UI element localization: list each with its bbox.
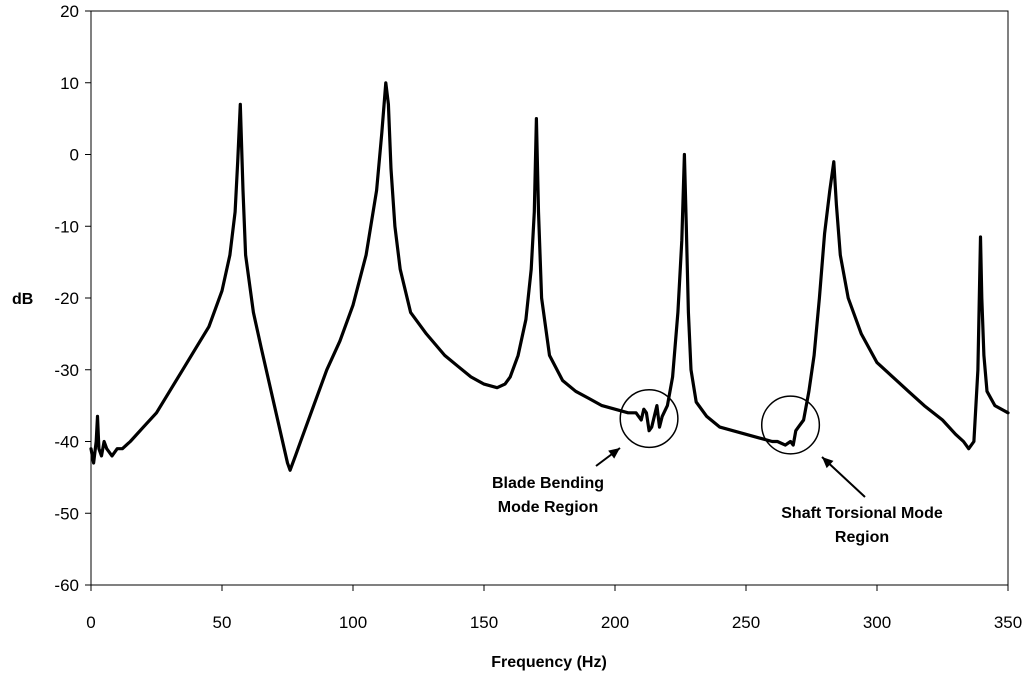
y-tick-label: -50 xyxy=(54,504,79,523)
annotation-arrowhead xyxy=(608,448,620,459)
series-group xyxy=(89,81,1010,472)
x-tick-label: 100 xyxy=(339,613,367,632)
series-line-0 xyxy=(89,81,1010,472)
y-tick-label: 10 xyxy=(60,74,79,93)
y-tick-label: 20 xyxy=(60,2,79,21)
annotation-circle xyxy=(619,388,679,449)
x-axis-ticks: 0 50 100 150 200 250 300 350 xyxy=(86,585,1022,632)
annotation-arrowhead xyxy=(822,457,834,469)
y-tick-label: -40 xyxy=(54,433,79,452)
x-tick-label: 150 xyxy=(470,613,498,632)
annotations-group: Blade Bending Mode Region Shaft Torsional … xyxy=(492,388,943,546)
y-axis-ticks: 20 10 0 -10 -20 -30 -40 -50 -60 xyxy=(54,2,91,595)
annotation-circle xyxy=(760,395,821,455)
y-tick-label: 0 xyxy=(70,146,79,165)
x-axis-label: Frequency (Hz) xyxy=(491,654,607,671)
y-tick-label: -60 xyxy=(54,576,79,595)
x-tick-label: 0 xyxy=(86,613,95,632)
x-tick-label: 50 xyxy=(213,613,232,632)
annotation-text: Shaft Torsional Mode xyxy=(781,505,943,522)
y-axis-label: dB xyxy=(12,291,33,308)
annotation-text: Blade Bending xyxy=(492,475,604,492)
x-tick-label: 300 xyxy=(863,613,891,632)
y-tick-label: -20 xyxy=(54,289,79,308)
y-tick-label: -30 xyxy=(54,361,79,380)
x-tick-label: 350 xyxy=(994,613,1022,632)
y-tick-label: -10 xyxy=(54,217,79,236)
annotation-text: Mode Region xyxy=(498,499,598,516)
annotation-text: Region xyxy=(835,529,889,546)
x-tick-label: 200 xyxy=(601,613,629,632)
x-tick-label: 250 xyxy=(732,613,760,632)
